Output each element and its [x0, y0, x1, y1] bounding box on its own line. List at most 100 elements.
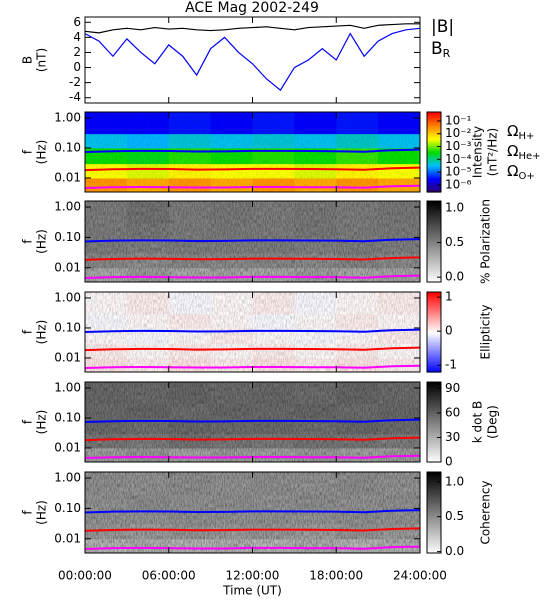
colorbar-swatch	[427, 530, 441, 532]
colorbar-swatch	[427, 442, 441, 444]
cyclotron-line	[85, 527, 420, 532]
y-axis-label: (Hz)	[35, 140, 49, 165]
colorbar-swatch	[427, 423, 441, 426]
y-axis-label: f	[21, 149, 35, 154]
colorbar-swatch	[427, 161, 441, 164]
colorbar-swatch	[427, 407, 441, 410]
colorbar-swatch	[427, 213, 441, 216]
colorbar-swatch	[427, 207, 441, 210]
colorbar-tick-label: 0	[445, 324, 453, 338]
colorbar-swatch	[427, 424, 441, 427]
colorbar-swatch	[427, 326, 441, 329]
colorbar-swatch	[427, 391, 441, 394]
colorbar-swatch	[427, 395, 441, 398]
colorbar-swatch	[427, 240, 441, 243]
colorbar-swatch	[427, 478, 441, 481]
colorbar-label: (Deg)	[486, 405, 500, 439]
plot-area	[85, 23, 420, 92]
colorbar-swatch	[427, 480, 441, 483]
colorbar-swatch	[427, 548, 441, 551]
colorbar-swatch	[427, 435, 441, 438]
colorbar-swatch	[427, 226, 441, 229]
y-axis-label: (Hz)	[35, 500, 49, 525]
colorbar-swatch	[427, 340, 441, 342]
legend-label: ΩO+	[507, 162, 535, 183]
colorbar-swatch	[427, 134, 441, 137]
colorbar-swatch	[427, 547, 441, 550]
colorbar-swatch	[427, 361, 441, 364]
colorbar-swatch	[427, 170, 441, 173]
colorbar-swatch	[427, 334, 441, 337]
colorbar-frame	[426, 381, 442, 463]
colorbar-swatch	[427, 527, 441, 530]
colorbar-swatch	[427, 438, 441, 440]
y-axis-label: f	[21, 419, 35, 424]
colorbar-swatch	[427, 242, 441, 245]
colorbar-swatch	[427, 178, 441, 181]
colorbar-swatch	[427, 132, 441, 134]
colorbar-swatch	[427, 245, 441, 248]
colorbar-swatch	[427, 209, 441, 212]
colorbar-swatch	[427, 434, 441, 436]
colorbar-swatch	[427, 133, 441, 136]
colorbar-swatch	[427, 238, 441, 241]
colorbar-swatch	[427, 325, 441, 328]
colorbar-swatch	[427, 448, 441, 451]
cyclotron-line	[85, 328, 420, 334]
y-tick-label: -2	[69, 75, 81, 89]
cyclotron-line	[85, 238, 420, 243]
colorbar-swatch	[427, 234, 441, 237]
colorbar-tick-label: 10⁻⁵	[445, 165, 472, 179]
colorbar-swatch	[427, 474, 441, 477]
colorbar-swatch	[427, 156, 441, 158]
colorbar-swatch	[427, 349, 441, 352]
colorbar-swatch	[427, 188, 441, 190]
y-axis-label: (Hz)	[35, 320, 49, 345]
colorbar-swatch	[427, 426, 441, 428]
colorbar-tick-label: 10⁻²	[445, 126, 472, 140]
y-tick-label: 0.01	[54, 170, 81, 184]
colorbar-swatch	[427, 398, 441, 400]
legend-label: |B|	[431, 17, 454, 37]
colorbar-swatch	[427, 414, 441, 416]
colorbar-swatch	[427, 169, 441, 172]
colorbar-swatch	[427, 333, 441, 336]
colorbar-swatch	[427, 446, 441, 448]
colorbar-swatch	[427, 223, 441, 226]
colorbar-swatch	[427, 422, 441, 424]
colorbar-swatch	[427, 515, 441, 518]
colorbar-swatch	[427, 130, 441, 133]
colorbar-swatch	[427, 279, 441, 282]
colorbar-swatch	[427, 293, 441, 296]
colorbar-swatch	[427, 337, 441, 340]
colorbar-swatch	[427, 477, 441, 480]
plot-area	[85, 112, 420, 192]
colorbar-swatch	[427, 222, 441, 225]
colorbar-swatch	[427, 255, 441, 257]
colorbar-swatch	[427, 346, 441, 349]
colorbar-swatch	[427, 128, 441, 130]
colorbar-swatch	[427, 112, 441, 114]
colorbar-swatch	[427, 273, 441, 276]
colorbar-swatch	[427, 202, 441, 205]
colorbar-swatch	[427, 205, 441, 207]
colorbar-swatch	[427, 181, 441, 184]
colorbar-swatch	[427, 447, 441, 450]
colorbar-swatch	[427, 418, 441, 420]
colorbar-swatch	[427, 432, 441, 435]
colorbar-swatch	[427, 338, 441, 341]
colorbar-swatch	[427, 456, 441, 459]
colorbar-swatch	[427, 219, 441, 222]
colorbar-swatch	[427, 214, 441, 217]
colorbar-swatch	[427, 352, 441, 354]
y-tick-label: 0.10	[54, 320, 81, 334]
colorbar-frame	[426, 200, 442, 283]
colorbar-swatch	[427, 185, 441, 188]
colorbar-swatch	[427, 458, 441, 460]
colorbar-swatch	[427, 493, 441, 496]
colorbar-swatch	[427, 404, 441, 407]
colorbar-swatch	[427, 511, 441, 514]
colorbar-swatch	[427, 246, 441, 249]
